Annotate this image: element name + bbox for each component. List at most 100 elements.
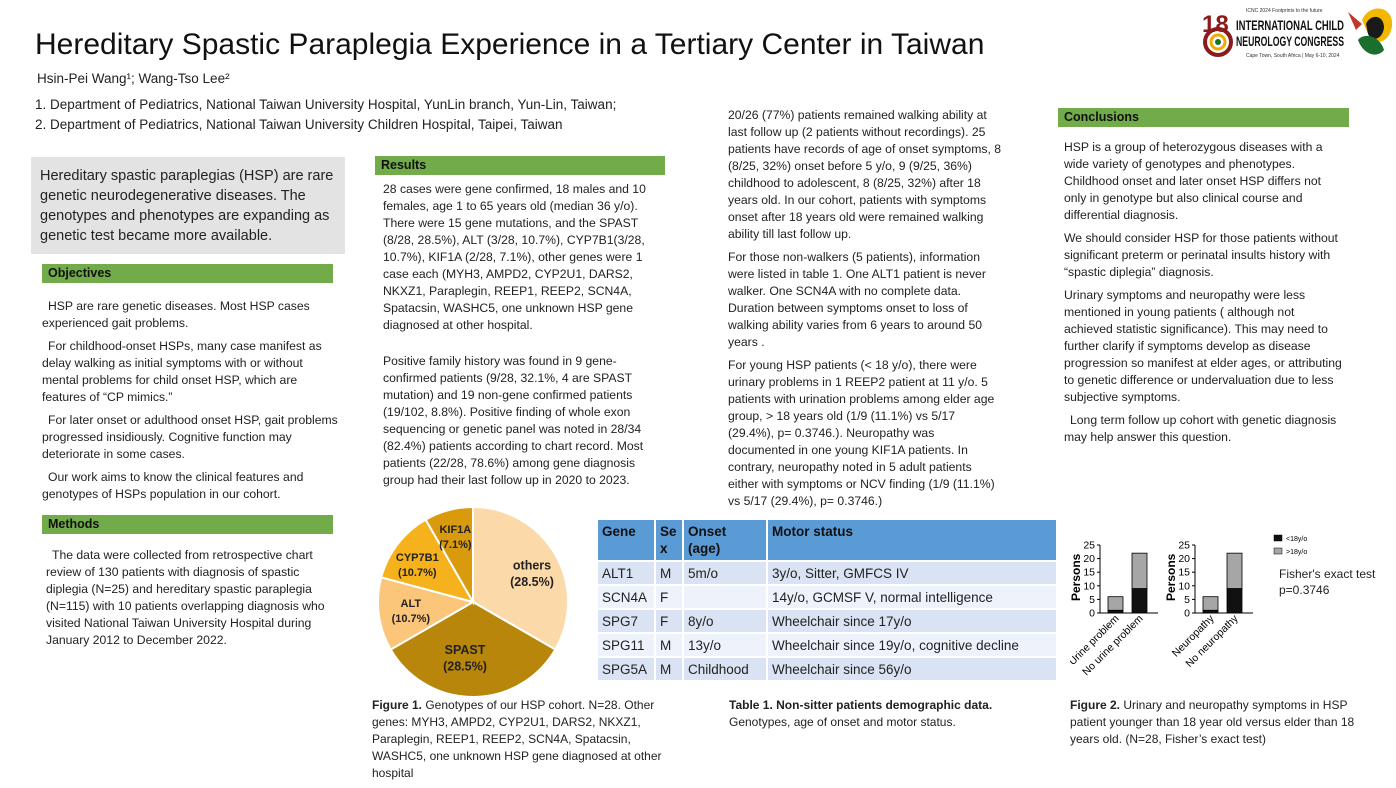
pie-slice-others bbox=[472, 505, 569, 651]
table-header: Motor status bbox=[767, 520, 1058, 561]
table-cell: M bbox=[655, 560, 684, 585]
pie-label: ALT bbox=[401, 598, 422, 610]
table1-caption: Table 1. Non-sitter patients demographic… bbox=[729, 697, 1029, 731]
intro-text: Hereditary spastic paraplegias (HSP) are… bbox=[40, 168, 334, 244]
figure2-label: Figure 2. bbox=[1070, 698, 1121, 712]
table-cell: SPG7 bbox=[598, 608, 656, 633]
logo-line2: NEUROLOGY CONGRESS bbox=[1236, 33, 1344, 49]
table-cell: Wheelchair since 17y/o bbox=[767, 608, 1058, 633]
pie-value-label: (10.7%) bbox=[392, 613, 431, 625]
bar-segment bbox=[1226, 552, 1243, 589]
pie-value-label: (28.5%) bbox=[510, 575, 554, 589]
table-cell: 5m/o bbox=[683, 560, 768, 585]
legend-label: >18y/o bbox=[1286, 549, 1307, 556]
pie-slice-cyp7b1 bbox=[380, 518, 476, 604]
results-continued: 20/26 (77%) patients remained walking ab… bbox=[728, 107, 1003, 516]
y-tick-label: 25 bbox=[1083, 540, 1095, 552]
table-header: Gene bbox=[598, 520, 656, 561]
table-cell bbox=[683, 584, 768, 609]
y-tick-label: 15 bbox=[1083, 567, 1095, 579]
table1-caption-label: Table 1. Non-sitter patients demographic… bbox=[729, 698, 993, 712]
figure1-text: Genotypes of our HSP cohort. N=28. Other… bbox=[372, 698, 662, 780]
author-list: Hsin-Pei Wang¹; Wang-Tso Lee² bbox=[37, 71, 230, 86]
legend-label: <18y/o bbox=[1286, 536, 1307, 543]
logo-line1: INTERNATIONAL CHILD bbox=[1236, 17, 1344, 33]
objectives-p1: HSP are rare genetic diseases. Most HSP … bbox=[42, 299, 310, 330]
legend-swatch bbox=[1273, 534, 1283, 542]
results-heading: Results bbox=[375, 156, 665, 175]
table-cell: M bbox=[655, 656, 684, 680]
poster-title: Hereditary Spastic Paraplegia Experience… bbox=[35, 28, 985, 61]
conclusions-heading: Conclusions bbox=[1058, 108, 1349, 127]
objectives-section: HSP are rare genetic diseases. Most HSP … bbox=[42, 298, 338, 509]
fisher-test-label: Fisher's exact test bbox=[1279, 567, 1376, 581]
pie-label: KIF1A bbox=[439, 524, 471, 536]
figure1-caption: Figure 1. Genotypes of our HSP cohort. N… bbox=[372, 697, 672, 782]
y-tick-label: 15 bbox=[1178, 567, 1190, 579]
pie-label: SPAST bbox=[445, 643, 486, 657]
results-c3: For young HSP patients (< 18 y/o), there… bbox=[728, 358, 995, 508]
genotype-pie-chart: others (28.5%) SPAST (28.5%) ALT (10.7%) CYP7B… bbox=[377, 505, 569, 698]
results-c1: 20/26 (77%) patients remained walking ab… bbox=[728, 108, 1002, 241]
table-row: SCN4A F 14y/o, GCMSF V, normal intellige… bbox=[598, 584, 1058, 609]
table-cell: SPG5A bbox=[598, 656, 656, 680]
y-tick-label: 0 bbox=[1184, 608, 1190, 620]
results-p1: 28 cases were gene confirmed, 18 males a… bbox=[383, 182, 646, 332]
methods-text: The data were collected from retrospecti… bbox=[46, 548, 325, 647]
bar-segment bbox=[1131, 588, 1148, 614]
table-cell: M bbox=[655, 632, 684, 657]
intro-box bbox=[31, 157, 345, 254]
fisher-test-result: Fisher's exact test p=0.3746 bbox=[1279, 566, 1375, 598]
affiliation-1: 1. Department of Pediatrics, National Ta… bbox=[35, 97, 617, 112]
bar-segment bbox=[1107, 609, 1124, 614]
objectives-p3: For later onset or adulthood onset HSP, … bbox=[42, 413, 338, 461]
table1: Gene Se x Onset (age) Motor status ALT1 … bbox=[598, 520, 1058, 680]
table-cell: 14y/o, GCMSF V, normal intelligence bbox=[767, 584, 1058, 609]
conclusions-p4: Long term follow up cohort with genetic … bbox=[1064, 413, 1337, 444]
y-tick-label: 25 bbox=[1178, 540, 1190, 552]
y-tick-label: 0 bbox=[1089, 608, 1095, 620]
pie-value-label: (7.1%) bbox=[439, 539, 472, 551]
y-tick-label: 20 bbox=[1178, 553, 1190, 565]
table-row: SPG11 M 13y/o Wheelchair since 19y/o, co… bbox=[598, 632, 1058, 657]
pie-value-label: (10.7%) bbox=[398, 567, 437, 579]
bar-segment bbox=[1202, 596, 1219, 611]
objectives-p2: For childhood-onset HSPs, many case mani… bbox=[42, 339, 322, 404]
table1-caption-text: Genotypes, age of onset and motor status… bbox=[729, 715, 956, 729]
table-cell: SPG11 bbox=[598, 632, 656, 657]
bar-segment bbox=[1226, 588, 1243, 614]
table-cell: SCN4A bbox=[598, 584, 656, 609]
table-cell: F bbox=[655, 608, 684, 633]
table-cell: 8y/o bbox=[683, 608, 768, 633]
y-tick-label: 20 bbox=[1083, 553, 1095, 565]
y-axis-label: Persons bbox=[1164, 553, 1178, 601]
results-c2: For those non-walkers (5 patients), info… bbox=[728, 250, 986, 349]
pie-slice-alt bbox=[377, 576, 476, 651]
table-cell: 3y/o, Sitter, GMFCS IV bbox=[767, 560, 1058, 585]
conclusions-p2: We should consider HSP for those patient… bbox=[1064, 231, 1338, 279]
y-tick-label: 10 bbox=[1083, 580, 1095, 592]
bar-segment bbox=[1202, 609, 1219, 614]
conclusions-section: HSP is a group of heterozygous diseases … bbox=[1064, 139, 1346, 452]
logo-tag: ICNC 2024 Footprints to the future bbox=[1246, 8, 1323, 14]
table-cell: ALT1 bbox=[598, 560, 656, 585]
objectives-p4: Our work aims to know the clinical featu… bbox=[42, 470, 304, 501]
y-tick-label: 10 bbox=[1178, 580, 1190, 592]
table-cell: Childhood bbox=[683, 656, 768, 680]
table-row: SPG5A M Childhood Wheelchair since 56y/o bbox=[598, 656, 1058, 680]
results-p2: Positive family history was found in 9 g… bbox=[383, 354, 644, 487]
pie-label: CYP7B1 bbox=[396, 552, 439, 564]
y-tick-label: 5 bbox=[1089, 594, 1095, 606]
pie-slice-spast bbox=[389, 600, 557, 698]
table-row: SPG7 F 8y/o Wheelchair since 17y/o bbox=[598, 608, 1058, 633]
affiliation-2: 2. Department of Pediatrics, National Ta… bbox=[35, 117, 563, 132]
table-header: Se x bbox=[655, 520, 684, 561]
figure2-caption: Figure 2. Urinary and neuropathy symptom… bbox=[1070, 697, 1370, 748]
table-cell: F bbox=[655, 584, 684, 609]
pie-label: others bbox=[513, 559, 551, 573]
table-row: ALT1 M 5m/o 3y/o, Sitter, GMFCS IV bbox=[598, 560, 1058, 585]
table-header-row: Gene Se x Onset (age) Motor status bbox=[598, 520, 1058, 561]
table-cell: Wheelchair since 19y/o, cognitive declin… bbox=[767, 632, 1058, 657]
conclusions-p1: HSP is a group of heterozygous diseases … bbox=[1064, 140, 1323, 222]
pie-slice-kif1a bbox=[424, 505, 474, 606]
